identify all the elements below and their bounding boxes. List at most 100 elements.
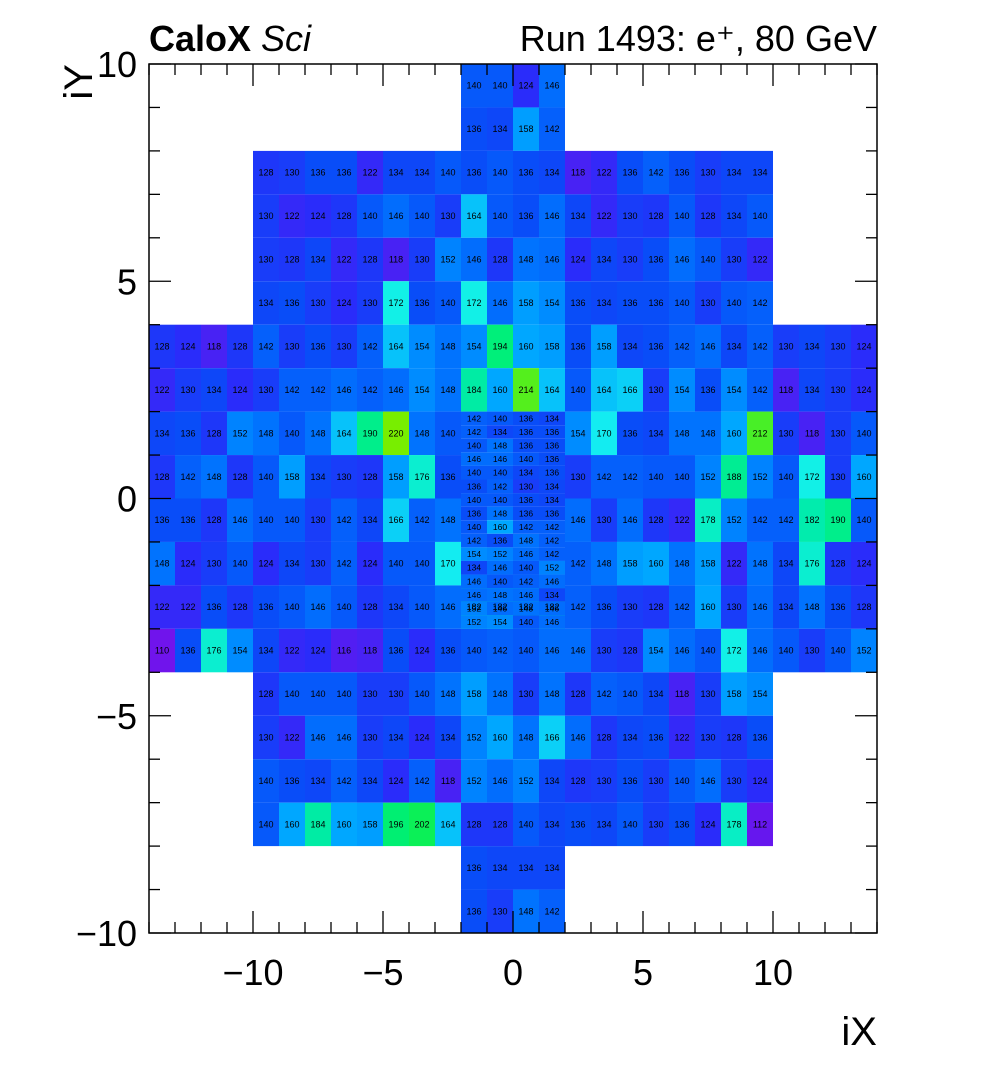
cell-value-label: 130: [622, 602, 637, 612]
heatmap-cell: [357, 672, 383, 716]
cell-value-label: 128: [596, 732, 611, 742]
heatmap-cell: [539, 324, 565, 369]
cell-value-label: 146: [388, 211, 403, 221]
cell-value-label: 136: [414, 298, 429, 308]
cell-value-label: 136: [674, 819, 689, 829]
heatmap-cell: [513, 411, 539, 426]
heatmap-cell: [617, 541, 643, 586]
cell-value-label: 142: [492, 646, 507, 656]
heatmap-cell: [357, 585, 383, 629]
heatmap-cell: [487, 194, 513, 238]
heatmap-cell: [331, 194, 357, 238]
heatmap-cell: [773, 324, 799, 369]
heatmap-cell: [305, 281, 331, 325]
heatmap-cell: [825, 585, 851, 629]
heatmap-cell: [669, 368, 695, 412]
cell-value-label: 134: [596, 819, 611, 829]
heatmap-cell: [305, 324, 331, 369]
heatmap-cell: [305, 194, 331, 238]
heatmap-cell: [435, 281, 461, 325]
heatmap-cell: [201, 498, 227, 542]
cell-value-label: 142: [180, 472, 195, 482]
cell-value-label: 130: [648, 385, 663, 395]
heatmap-cell: [539, 672, 565, 716]
heatmap-cell: [695, 150, 721, 195]
cell-value-label: 136: [206, 602, 221, 612]
cell-value-label: 146: [493, 454, 507, 464]
heatmap-cell: [565, 237, 591, 282]
cell-value-label: 152: [726, 515, 741, 525]
cell-value-label: 148: [752, 559, 767, 569]
cell-value-label: 140: [752, 211, 767, 221]
heatmap-cell: [565, 324, 591, 369]
heatmap-cell: [487, 802, 513, 847]
heatmap-cell: [253, 237, 279, 282]
cell-value-label: 130: [414, 255, 429, 265]
heatmap-cell: [591, 715, 617, 760]
cell-value-label: 134: [414, 168, 429, 178]
heatmap-cell: [383, 802, 409, 847]
heatmap-cell: [617, 628, 643, 673]
y-tick-label: −10: [76, 913, 137, 954]
heatmap-cell: [539, 506, 565, 521]
cell-value-label: 142: [752, 385, 767, 395]
heatmap-cell: [409, 672, 435, 716]
heatmap-cell: [409, 455, 435, 499]
heatmap-cell: [669, 194, 695, 238]
cell-value-label: 134: [544, 863, 559, 873]
heatmap-cell: [695, 802, 721, 847]
cell-value-label: 134: [492, 863, 507, 873]
heatmap-cell: [253, 281, 279, 325]
heatmap-cell: [591, 498, 617, 542]
cell-value-label: 140: [258, 515, 273, 525]
heatmap-cell: [591, 541, 617, 586]
heatmap-cell: [461, 615, 487, 629]
cell-value-label: 176: [206, 646, 221, 656]
heatmap-cell: [357, 150, 383, 195]
cell-value-label: 136: [622, 168, 637, 178]
cell-value-label: 128: [362, 602, 377, 612]
heatmap-cell: [279, 368, 305, 412]
heatmap-cell: [357, 802, 383, 847]
cell-value-label: 136: [752, 732, 767, 742]
heatmap-cell: [175, 541, 201, 586]
cell-value-label: 140: [336, 602, 351, 612]
heatmap-cell: [487, 150, 513, 195]
cell-value-label: 140: [362, 211, 377, 221]
heatmap-cell: [435, 411, 461, 456]
cell-value-label: 118: [363, 646, 377, 656]
heatmap-cell: [409, 585, 435, 629]
cell-value-label: 220: [388, 428, 403, 438]
cell-value-label: 122: [284, 732, 299, 742]
heatmap-cell: [669, 628, 695, 673]
heatmap-cell: [487, 107, 513, 151]
heatmap-cell: [513, 452, 539, 466]
cell-value-label: 136: [518, 211, 533, 221]
cell-value-label: 154: [752, 689, 767, 699]
heatmap-cell: [331, 585, 357, 629]
heatmap-cell: [279, 281, 305, 325]
cell-value-label: 130: [700, 168, 715, 178]
heatmap-cell: [851, 324, 877, 369]
cell-value-label: 158: [518, 298, 533, 308]
cell-value-label: 136: [648, 732, 663, 742]
cell-value-label: 146: [232, 515, 247, 525]
heatmap-cell: [409, 498, 435, 542]
heatmap-cell: [669, 411, 695, 456]
cell-value-label: 136: [466, 863, 481, 873]
heatmap-cell: [253, 672, 279, 716]
heatmap-cell: [487, 368, 513, 412]
heatmap-cell: [539, 615, 565, 629]
cell-value-label: 122: [674, 732, 689, 742]
heatmap-cell: [149, 628, 175, 673]
cell-value-label: 140: [284, 515, 299, 525]
cell-value-label: 154: [544, 298, 559, 308]
heatmap-cell: [227, 411, 253, 456]
cell-value-label: 154: [467, 549, 481, 559]
x-tick-label: 0: [503, 952, 523, 993]
heatmap-cell: [331, 498, 357, 542]
heatmap-cell: [747, 802, 773, 847]
heatmap-cell: [435, 150, 461, 195]
heatmap-cell: [513, 715, 539, 760]
cell-value-label: 146: [544, 255, 559, 265]
